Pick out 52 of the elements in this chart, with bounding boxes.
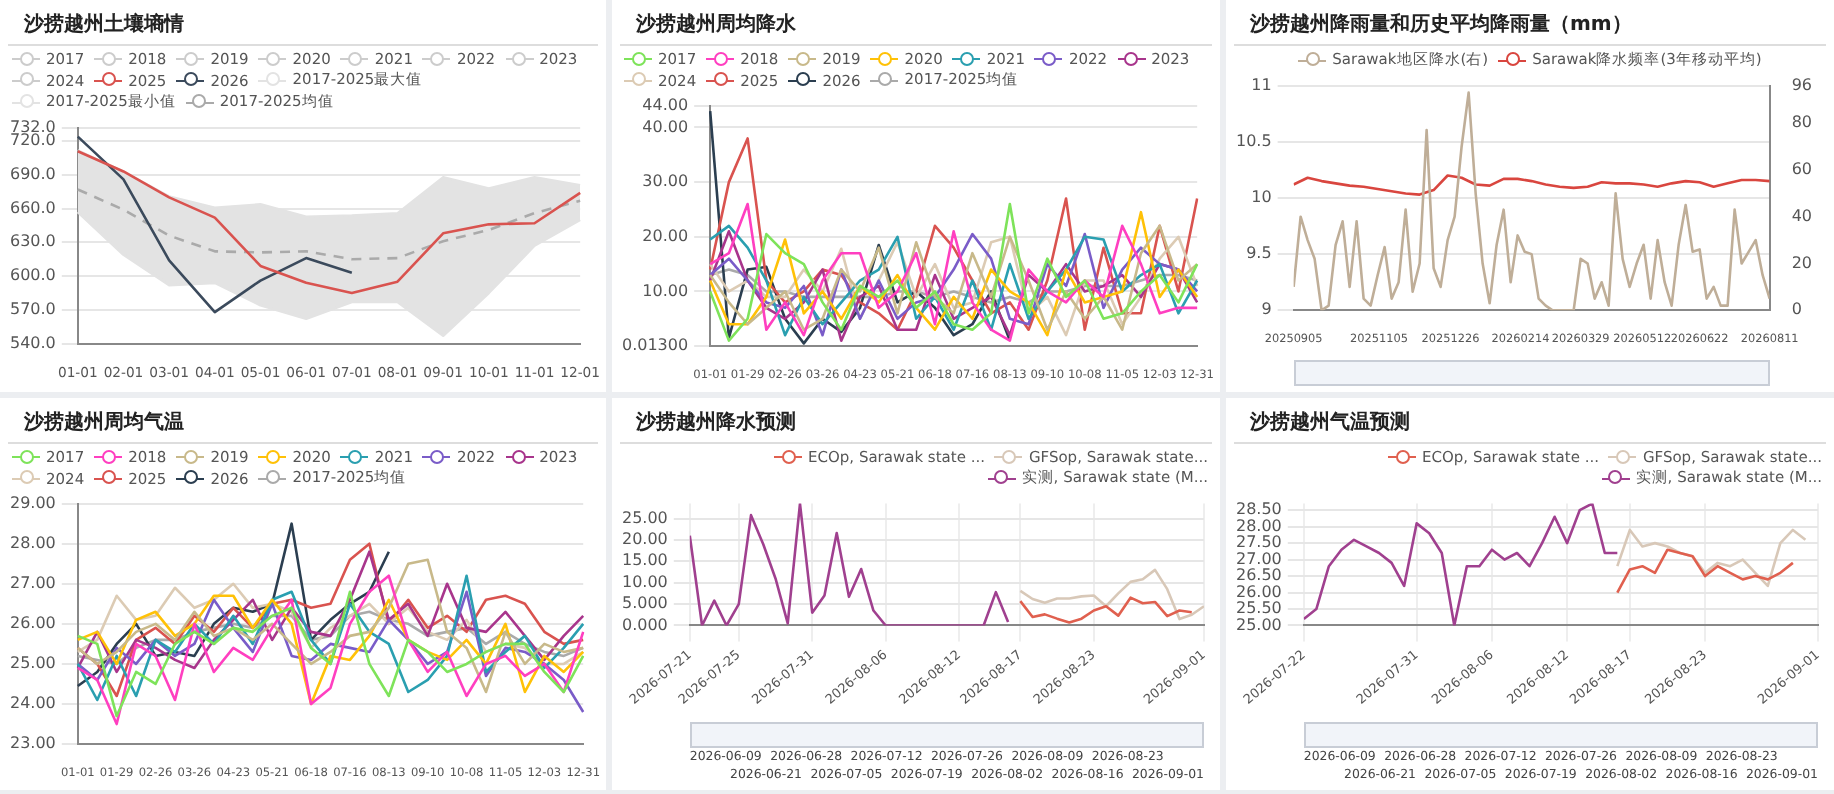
- y-tick-label: 10.5: [1236, 131, 1272, 150]
- y-tick-label: 660.0: [9, 198, 56, 217]
- y-tick-label: 26.00: [1235, 582, 1282, 601]
- y-tick-label: 5.000: [621, 594, 668, 613]
- y-tick-label: 25.00: [621, 508, 668, 527]
- y-tick-label: 44.00: [642, 95, 689, 114]
- y-tick-label: 28.00: [9, 533, 56, 552]
- y-tick-label: 25.50: [1235, 599, 1282, 618]
- y-tick-label: 27.00: [1235, 549, 1282, 568]
- y-tick-label: 28.50: [1235, 500, 1282, 519]
- y-tick-label: 28.00: [1235, 516, 1282, 535]
- chart-title: 沙捞越州气温预测: [1234, 398, 1826, 444]
- y-tick-label: 26.00: [9, 614, 56, 632]
- y-tick-label: 630.0: [9, 232, 56, 251]
- y-tick-label: 0.01300: [621, 336, 689, 355]
- y2-tick-label: 60: [1791, 160, 1813, 179]
- y-tick-label: 23.00: [9, 734, 56, 753]
- y-tick-label: 0.000: [621, 615, 668, 634]
- y-tick-label: 25.00: [9, 654, 56, 673]
- y2-tick-label: 40: [1791, 206, 1813, 225]
- chart-title: 沙捞越州周均降水: [620, 0, 1212, 46]
- y-tick-label: 11: [1251, 75, 1272, 94]
- y-tick-label: 25.00: [1235, 615, 1282, 634]
- y-tick-label: 27.00: [9, 573, 56, 592]
- y-tick-label: 690.0: [9, 165, 56, 183]
- y-tick-label: 570.0: [9, 299, 56, 318]
- y-tick-label: 40.00: [642, 117, 689, 136]
- y2-tick-label: 80: [1791, 113, 1813, 132]
- y-tick-label: 20.00: [642, 226, 689, 245]
- y-tick-label: 540.0: [9, 333, 56, 352]
- y-tick-label: 10.00: [621, 572, 668, 591]
- y-tick-label: 732.0: [9, 117, 56, 136]
- y-tick-label: 24.00: [9, 694, 56, 713]
- y2-tick-label: 96: [1791, 75, 1813, 94]
- y2-tick-label: 0: [1791, 300, 1802, 319]
- y-tick-label: 20.00: [621, 530, 668, 549]
- y-tick-label: 9: [1261, 300, 1272, 319]
- chart-title: 沙捞越州土壤墒情: [8, 0, 598, 46]
- chart-title: 沙捞越州降水预测: [620, 398, 1212, 444]
- y-tick-label: 30.00: [642, 172, 689, 191]
- y-tick-label: 720.0: [9, 131, 56, 150]
- y-tick-label: 26.50: [1235, 566, 1282, 585]
- y-tick-label: 27.50: [1235, 533, 1282, 552]
- y-tick-label: 15.00: [621, 551, 668, 570]
- y-tick-label: 29.00: [9, 493, 56, 512]
- chart-title: 沙捞越州周均气温: [8, 398, 598, 444]
- chart-title: 沙捞越州降雨量和历史平均降雨量（mm）: [1234, 0, 1826, 46]
- y2-tick-label: 20: [1791, 253, 1813, 272]
- y-tick-label: 10.00: [642, 281, 689, 300]
- y-tick-label: 9.5: [1246, 244, 1272, 263]
- y-tick-label: 600.0: [9, 266, 56, 285]
- y-tick-label: 10: [1251, 188, 1272, 207]
